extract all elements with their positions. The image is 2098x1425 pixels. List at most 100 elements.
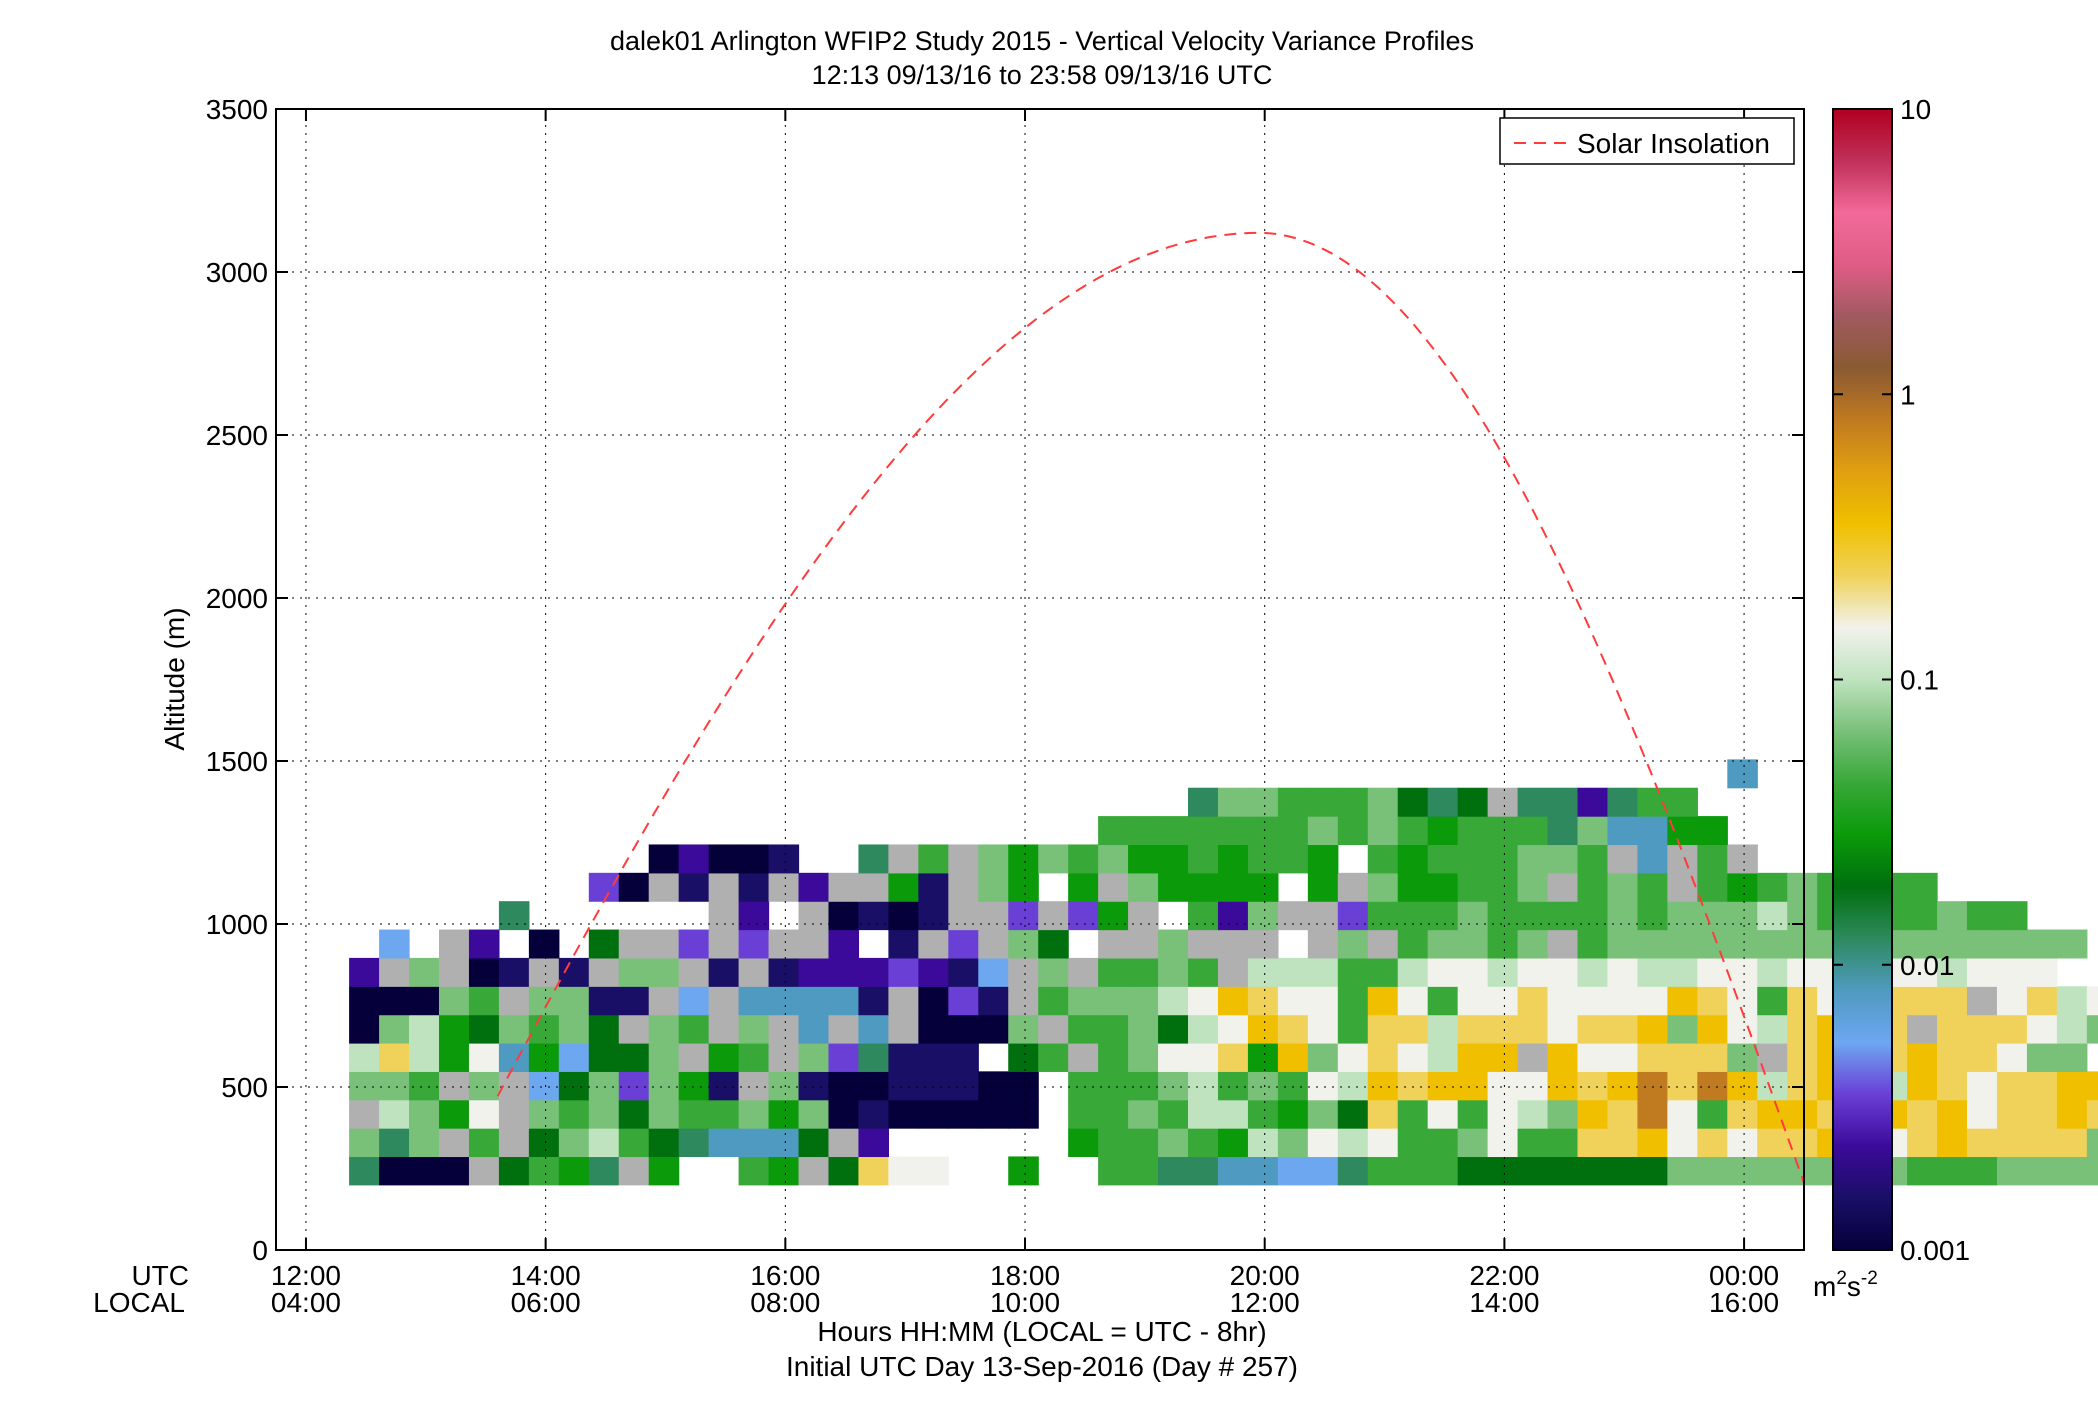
heatmap-cell <box>948 957 979 987</box>
heatmap-cell <box>768 1099 800 1129</box>
heatmap-cell <box>1517 957 1549 987</box>
heatmap-cell <box>1757 1014 1788 1044</box>
heatmap-cell <box>1996 901 2028 931</box>
heatmap-cell <box>918 1071 949 1101</box>
heatmap-cell <box>468 1099 500 1129</box>
heatmap-cell <box>888 957 919 987</box>
heatmap-cell <box>858 872 889 902</box>
heatmap-cell <box>918 929 949 959</box>
heatmap-cell <box>1667 929 1698 959</box>
heatmap-cell <box>1038 1042 1069 1072</box>
heatmap-cell <box>1996 1042 2028 1072</box>
x-tick-label-local: 08:00 <box>750 1287 820 1318</box>
heatmap-cell <box>1487 1071 1519 1101</box>
heatmap-cell <box>828 929 860 959</box>
heatmap-cell <box>1577 1014 1609 1044</box>
heatmap-cell <box>828 1071 860 1101</box>
heatmap-cell <box>1098 1128 1129 1158</box>
heatmap-cell <box>468 929 500 959</box>
heatmap-cell <box>1277 787 1309 817</box>
heatmap-cell <box>1427 844 1459 874</box>
heatmap-cell <box>678 1099 710 1129</box>
heatmap-cell <box>1247 1071 1279 1101</box>
heatmap-cell <box>2056 1042 2088 1072</box>
heatmap-cell <box>498 1014 530 1044</box>
heatmap-cell <box>1937 986 1968 1016</box>
heatmap-cell <box>888 872 919 902</box>
heatmap-cell <box>1367 787 1399 817</box>
heatmap-cell <box>1907 957 1938 987</box>
heatmap-cell <box>1487 901 1519 931</box>
heatmap-cell <box>1937 1099 1968 1129</box>
heatmap-cell <box>1158 1156 1189 1186</box>
y-tick-label: 1000 <box>206 909 268 940</box>
heatmap-cell <box>1787 1071 1818 1101</box>
heatmap-cell <box>1727 957 1758 987</box>
heatmap-cell <box>1457 816 1489 846</box>
colorbar-tick-label: 0.01 <box>1900 950 1955 981</box>
heatmap-cell <box>349 1071 380 1101</box>
heatmap-cell <box>978 844 1009 874</box>
heatmap-cell <box>2026 929 2058 959</box>
heatmap-cell <box>948 844 979 874</box>
x-tick-label-utc: 20:00 <box>1230 1260 1300 1291</box>
heatmap-cell <box>1397 1099 1429 1129</box>
heatmap-cell <box>1457 787 1489 817</box>
heatmap-cell <box>648 1099 680 1129</box>
heatmap-cell <box>528 1071 560 1101</box>
heatmap-cell <box>498 1156 530 1186</box>
heatmap-cell <box>1158 1071 1189 1101</box>
heatmap-cell <box>618 1099 650 1129</box>
heatmap-cell <box>1487 816 1519 846</box>
heatmap-cell <box>978 957 1009 987</box>
heatmap-cell <box>2026 1099 2058 1129</box>
heatmap-cell <box>918 844 949 874</box>
heatmap-cell <box>1547 1156 1579 1186</box>
heatmap-cell <box>1577 1099 1609 1129</box>
heatmap-cell <box>1038 901 1069 931</box>
heatmap-cell <box>1577 957 1609 987</box>
heatmap-cell <box>738 1128 770 1158</box>
heatmap-cell <box>1966 1071 1998 1101</box>
heatmap-cell <box>1577 1042 1609 1072</box>
heatmap-cell <box>798 1099 830 1129</box>
heatmap-cell <box>2056 1156 2088 1186</box>
heatmap-cell <box>1517 1071 1549 1101</box>
x-tick-label-local: 12:00 <box>1230 1287 1300 1318</box>
y-tick-label: 2000 <box>206 583 268 614</box>
legend-box <box>1499 117 1795 165</box>
heatmap-cell <box>1996 957 2028 987</box>
heatmap-cell <box>858 957 889 987</box>
heatmap-cell <box>1517 872 1549 902</box>
heatmap-cell <box>438 929 470 959</box>
heatmap-cell <box>648 1156 680 1186</box>
heatmap-cell <box>678 1014 710 1044</box>
heatmap-cell <box>828 986 860 1016</box>
heatmap-cell <box>1457 1128 1489 1158</box>
heatmap-cell <box>1996 1156 2028 1186</box>
heatmap-cell <box>1307 844 1339 874</box>
heatmap-cell <box>978 929 1009 959</box>
heatmap-cell <box>1937 1128 1968 1158</box>
heatmap-cell <box>948 901 979 931</box>
heatmap-cell <box>379 986 410 1016</box>
axes-ticks: 12:0004:0014:0006:0016:0008:0018:0010:00… <box>206 94 1804 1318</box>
heatmap-cell <box>1697 1128 1728 1158</box>
heatmap-cell <box>1277 1014 1309 1044</box>
heatmap-cell <box>738 901 770 931</box>
heatmap-cell <box>1996 1099 2028 1129</box>
heatmap-cell <box>1038 1014 1069 1044</box>
heatmap-cell <box>1008 1156 1039 1186</box>
heatmap-cell <box>1068 1128 1099 1158</box>
heatmap-cell <box>1787 986 1818 1016</box>
heatmap-cell <box>1098 957 1129 987</box>
heatmap-cell <box>1547 816 1579 846</box>
heatmap-cell <box>1727 1128 1758 1158</box>
heatmap-cell <box>1217 929 1249 959</box>
heatmap-cell <box>1277 816 1309 846</box>
heatmap-cell <box>1427 1156 1459 1186</box>
heatmap-cell <box>948 986 979 1016</box>
heatmap-cell <box>618 1071 650 1101</box>
heatmap-cell <box>1128 1071 1159 1101</box>
heatmap-cell <box>1188 816 1219 846</box>
